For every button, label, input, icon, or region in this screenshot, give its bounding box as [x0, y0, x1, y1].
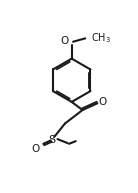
Text: CH$_3$: CH$_3$ — [91, 31, 111, 45]
Text: S: S — [48, 135, 55, 145]
Text: O: O — [99, 97, 107, 107]
Text: O: O — [61, 36, 69, 46]
Text: O: O — [31, 144, 39, 154]
